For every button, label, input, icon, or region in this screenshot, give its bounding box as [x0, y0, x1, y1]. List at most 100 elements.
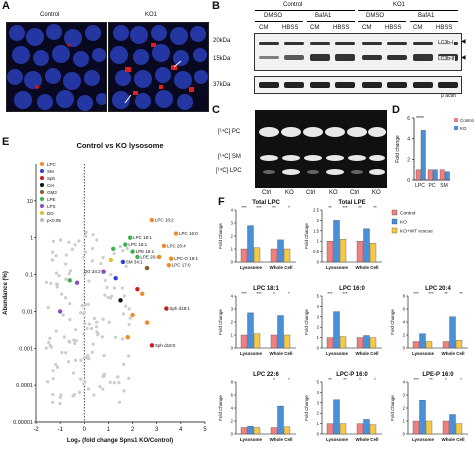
gray-point — [125, 246, 129, 251]
bar-ko-pc — [432, 169, 438, 181]
gray-point — [90, 350, 94, 354]
gray-point — [121, 312, 125, 316]
tlc-label-pc: [¹⁴C] PC — [218, 129, 241, 135]
gray-point — [82, 382, 86, 386]
gray-point — [79, 358, 83, 362]
bar-lysosome-0 — [240, 334, 248, 349]
significance-label: * — [374, 377, 376, 382]
gray-point — [98, 385, 102, 389]
point-label: LPC 17:0 — [172, 263, 191, 268]
bar-lysosome-0 — [326, 423, 334, 435]
gray-point — [89, 326, 94, 331]
gray-point — [83, 250, 87, 254]
x-tick-label: Lysosome — [412, 437, 435, 442]
significance-label: *** — [241, 205, 247, 210]
subchart-lpc-p-16-0: LPC-P 16:0 0 1 2 3 4 5 Fold Change Lysosome Whole… — [304, 372, 382, 442]
y-tick-label: 1 — [317, 239, 320, 244]
blot-media-8: HBSS — [436, 25, 453, 31]
gray-point — [91, 233, 95, 237]
bar-whole-cell-2 — [369, 337, 377, 349]
y-tick-label: 1.5 — [313, 228, 319, 233]
x-tick-label: PC — [429, 183, 436, 189]
gray-point — [68, 301, 72, 306]
point-lpe — [67, 278, 73, 283]
bar-whole-cell-0 — [442, 420, 450, 435]
subchart-title: LPC-P 16:0 — [336, 372, 368, 378]
bar-lysosome-0 — [412, 420, 420, 435]
gray-point — [72, 338, 76, 342]
significance-label: ** — [459, 291, 463, 296]
gray-point — [112, 251, 116, 256]
y-tick-label: 2 — [317, 325, 320, 330]
y-tick-label: 0.1 — [25, 273, 33, 279]
bar-control-sm — [439, 169, 445, 181]
volcano-scatter-plot: Control vs KO lysosome -2 -1 0 1 2 3 4 5 10 1 0.1 0.… — [3, 141, 207, 444]
gray-point — [124, 264, 128, 268]
legend-swatch — [391, 218, 398, 225]
point-label: LPC-O 18:1 — [174, 256, 198, 261]
y-tick-label: 0 — [403, 346, 406, 351]
bar-ko-sm — [444, 171, 450, 181]
gray-point — [83, 234, 88, 238]
x-tick-label: 5 — [203, 427, 207, 433]
bar-whole-cell-2 — [455, 340, 463, 349]
panel-f-label: F — [218, 196, 225, 208]
significance-label: ** — [429, 377, 433, 382]
subchart-total-lpe: Total LPE 0 0.5 1 1.5 2 2.5 Fold Change Lysosome… — [304, 200, 382, 270]
significance-label: ** — [358, 205, 362, 210]
bar-lysosome-1 — [333, 311, 340, 349]
bar-lysosome-0 — [240, 248, 248, 263]
mw-20kda: 20kDa — [213, 38, 231, 44]
significance-label: ** — [328, 205, 332, 210]
gray-point — [122, 294, 127, 298]
bar-whole-cell-2 — [369, 424, 377, 435]
gray-point — [46, 306, 50, 310]
y-axis-label: Fold Change — [390, 395, 395, 421]
bar-whole-cell-1 — [363, 335, 370, 349]
y-tick-label: 1 — [231, 333, 234, 338]
x-tick-label: Whole Cell — [355, 351, 378, 356]
legend-label: KO+WT rescue — [400, 229, 433, 235]
gray-point — [116, 375, 120, 379]
legend-label: Control — [460, 118, 474, 123]
point-lpe — [130, 249, 135, 254]
blot-treatment-lines — [255, 21, 458, 22]
gray-point — [127, 376, 131, 380]
y-tick-label: 5 — [317, 380, 320, 385]
bar-lysosome-1 — [419, 400, 426, 435]
gray-point — [60, 292, 64, 296]
y-tick-label: 3 — [317, 400, 320, 405]
gray-point — [58, 401, 62, 406]
y-tick-label: 0 — [403, 432, 406, 437]
gray-point — [47, 340, 51, 345]
point-lpc — [149, 217, 155, 223]
x-tick-label: Lysosome — [240, 265, 263, 270]
blot-media-7: CM — [413, 25, 423, 31]
y-tick-label: 6 — [403, 307, 406, 312]
significance-label: *** — [413, 377, 419, 382]
subchart-total-lpc: Total LPC 0 1 2 3 4 Fold Change Lysosome Whole C… — [218, 200, 296, 270]
gray-point — [96, 333, 100, 337]
legend-label: p<0.05 — [47, 218, 61, 223]
point-lpc — [169, 256, 174, 261]
bar-lysosome-1 — [333, 220, 340, 263]
point-lpc — [140, 291, 145, 297]
significance-label: ** — [272, 205, 276, 210]
subchart-title: LPC 18:1 — [253, 286, 279, 292]
gray-point — [67, 240, 71, 244]
gray-point — [121, 337, 125, 341]
legend-marker — [40, 197, 44, 201]
gray-point — [118, 400, 122, 404]
gray-point — [51, 369, 55, 373]
bar-lysosome-1 — [247, 426, 254, 435]
y-tick-label: 3 — [317, 314, 320, 319]
bar-lysosome-0 — [326, 241, 334, 263]
point-sm — [113, 275, 118, 281]
y-tick-label: 1 — [231, 247, 234, 252]
legend-label: KO — [460, 126, 467, 131]
y-tick-label: 4 — [231, 294, 234, 299]
panel-b-label: B — [212, 0, 220, 12]
gray-point — [103, 278, 107, 282]
y-axis-label: Fold Change — [304, 395, 309, 421]
x-tick-label: Whole Cell — [355, 265, 378, 270]
